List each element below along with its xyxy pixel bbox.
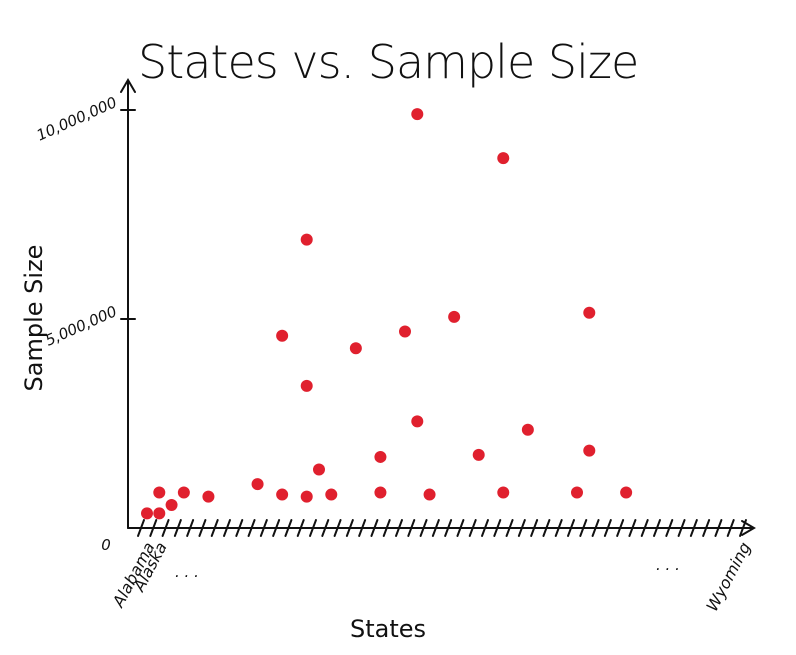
x-tick xyxy=(468,519,477,537)
y-ticks: 0 5,000,000 10,000,000 xyxy=(34,93,136,554)
x-tick xyxy=(517,519,526,537)
x-tick xyxy=(616,519,625,537)
data-point xyxy=(202,490,215,503)
x-tick xyxy=(321,519,330,537)
x-axis-label: States xyxy=(350,615,426,643)
x-tick xyxy=(603,519,612,537)
data-point xyxy=(300,379,313,392)
y-tick-label: 10,000,000 xyxy=(34,93,120,144)
data-point xyxy=(497,486,510,499)
x-tick xyxy=(591,519,600,537)
x-tick xyxy=(689,519,698,537)
x-tick xyxy=(653,519,661,537)
data-point xyxy=(411,415,424,428)
data-point xyxy=(165,499,178,512)
data-point xyxy=(411,108,424,121)
data-point xyxy=(448,310,461,323)
x-tick xyxy=(198,519,207,537)
x-tick xyxy=(714,519,723,537)
data-point xyxy=(521,423,534,436)
x-tick xyxy=(173,519,182,537)
data-point xyxy=(300,233,313,246)
data-point xyxy=(472,448,485,461)
x-ticks xyxy=(137,519,747,537)
data-points xyxy=(141,108,633,520)
y-tick-label: 5,000,000 xyxy=(43,302,120,349)
x-tick xyxy=(137,519,145,537)
data-point xyxy=(423,488,436,501)
x-tick xyxy=(726,519,735,537)
x-tick xyxy=(677,519,686,537)
x-tick xyxy=(481,519,489,537)
data-point xyxy=(374,486,387,499)
data-point xyxy=(300,490,313,503)
data-point xyxy=(497,152,510,165)
x-tick xyxy=(296,519,305,537)
x-tick xyxy=(456,519,465,537)
data-point xyxy=(177,486,190,499)
x-tick xyxy=(505,519,514,537)
x-tick xyxy=(345,519,354,537)
y-axis-arrow xyxy=(120,78,136,93)
x-tick xyxy=(247,519,256,537)
y-tick-label: 0 xyxy=(101,536,111,554)
x-tick xyxy=(235,519,244,537)
data-point xyxy=(325,488,338,501)
x-tick xyxy=(702,519,711,537)
x-tick xyxy=(739,519,747,537)
x-ellipsis-right: . . . xyxy=(656,556,680,574)
x-tick xyxy=(259,519,268,537)
x-tick xyxy=(186,519,195,537)
data-point xyxy=(571,486,583,499)
x-tick xyxy=(358,519,367,537)
data-point xyxy=(153,486,166,499)
data-point xyxy=(349,342,362,355)
x-tick xyxy=(407,519,416,537)
x-tick xyxy=(542,519,551,537)
data-point xyxy=(583,306,596,319)
x-tick xyxy=(567,519,575,537)
x-tick xyxy=(579,519,588,537)
x-tick xyxy=(223,519,231,537)
data-point xyxy=(313,463,325,476)
x-tick xyxy=(419,519,428,537)
x-ellipsis-left: . . . xyxy=(175,563,199,581)
data-point xyxy=(276,488,289,501)
x-tick xyxy=(370,519,379,537)
x-tick xyxy=(665,519,674,537)
x-tick xyxy=(628,519,637,537)
x-tick xyxy=(530,519,539,537)
x-tick xyxy=(431,519,440,537)
chart-title: States vs. Sample Size xyxy=(138,35,638,89)
data-point xyxy=(251,478,264,491)
x-tick xyxy=(309,519,317,537)
x-tick xyxy=(554,519,563,537)
x-tick xyxy=(640,519,649,537)
data-point xyxy=(583,444,596,457)
x-tick xyxy=(284,519,293,537)
data-point xyxy=(153,507,166,520)
x-tick xyxy=(493,519,502,537)
x-tick xyxy=(210,519,219,537)
x-tick xyxy=(382,519,391,537)
x-tick xyxy=(149,519,158,537)
x-tick xyxy=(161,519,170,537)
x-tick xyxy=(395,519,403,537)
x-tick xyxy=(444,519,453,537)
data-point xyxy=(141,507,153,520)
data-point xyxy=(374,450,387,463)
x-tick xyxy=(272,519,281,537)
x-axis-arrow xyxy=(741,520,756,536)
data-point xyxy=(276,329,289,342)
y-axis-label: Sample Size xyxy=(20,245,48,392)
data-point xyxy=(620,486,633,499)
x-tick xyxy=(333,519,342,537)
x-category-label: Wyoming xyxy=(702,539,754,614)
data-point xyxy=(399,325,411,338)
